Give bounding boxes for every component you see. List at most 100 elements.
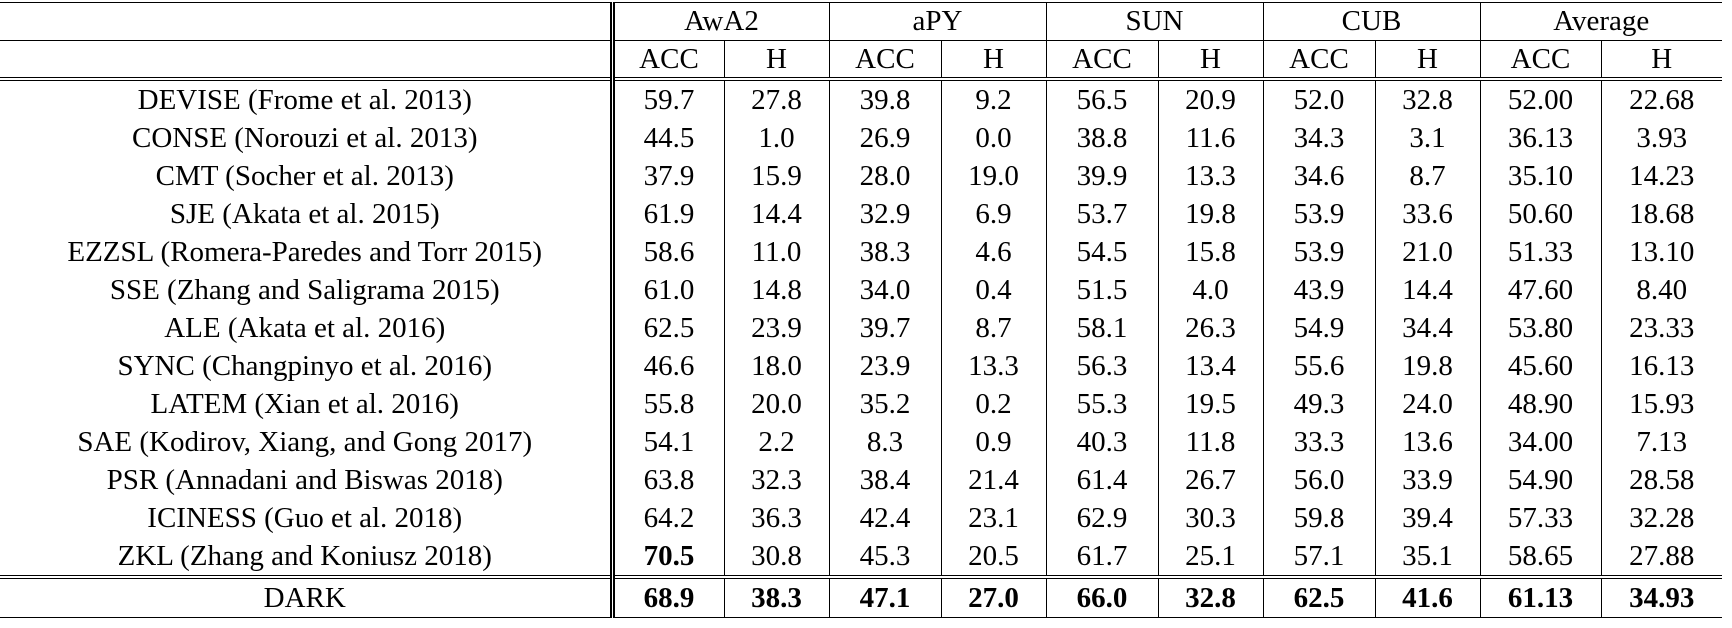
cell: 47.60 [1480, 271, 1602, 309]
data-row: SAE (Kodirov, Xiang, and Gong 2017) 54.1 2… [0, 423, 1722, 461]
cell: 19.8 [1158, 195, 1264, 233]
method-name: PSR (Annadani and Biswas 2018) [0, 461, 615, 499]
cell: 13.4 [1158, 347, 1264, 385]
subheader: ACC [1263, 40, 1376, 81]
bold-value: 68.9 [643, 581, 695, 614]
method-name: SJE (Akata et al. 2015) [0, 195, 615, 233]
cell: 59.7 [612, 79, 725, 119]
cell: 51.33 [1480, 233, 1602, 271]
cell: 61.4 [1046, 461, 1159, 499]
cell: 64.2 [612, 499, 725, 537]
cell: 53.80 [1480, 309, 1602, 347]
cell: 68.9 [612, 575, 725, 618]
data-row: SJE (Akata et al. 2015) 61.9 14.4 32.9 6.9 53… [0, 195, 1722, 233]
cell: 32.28 [1629, 501, 1695, 534]
cell: 47.1 [829, 575, 942, 618]
bold-value: 66.0 [1076, 581, 1128, 614]
cell: 14.4 [1375, 271, 1481, 309]
bold-value: 32.8 [1185, 581, 1236, 614]
cell: 20.0 [724, 385, 830, 423]
cell: 18.0 [724, 347, 830, 385]
method-name: SSE (Zhang and Saligrama 2015) [0, 271, 615, 309]
cell: 26.3 [1158, 309, 1264, 347]
subheader: ACC [829, 40, 942, 81]
cell: 55.6 [1263, 347, 1376, 385]
cell: 26.7 [1158, 461, 1264, 499]
method-name: ZKL (Zhang and Koniusz 2018) [0, 537, 615, 577]
cell: 58.65 [1480, 537, 1602, 577]
cell: 61.9 [612, 195, 725, 233]
bold-value: 38.3 [751, 581, 802, 614]
cell: 27.88 [1629, 539, 1695, 572]
data-row: ICINESS (Guo et al. 2018) 64.2 36.3 42.4 23.… [0, 499, 1722, 537]
subheader: H [724, 40, 830, 81]
bold-value: 62.5 [1293, 581, 1345, 614]
cell: 51.5 [1046, 271, 1159, 309]
data-row: SYNC (Changpinyo et al. 2016) 46.6 18.0 23.… [0, 347, 1722, 385]
cell: 14.8 [724, 271, 830, 309]
group-header: SUN [1046, 2, 1264, 41]
cell: 41.6 [1375, 575, 1481, 618]
method-name: SYNC (Changpinyo et al. 2016) [0, 347, 615, 385]
cell: 40.3 [1046, 423, 1159, 461]
cell: 0.9 [941, 423, 1047, 461]
data-row: EZZSL (Romera-Paredes and Torr 2015) 58.6… [0, 233, 1722, 271]
cell: 61.13 [1480, 575, 1602, 618]
cell: 13.10 [1629, 235, 1695, 268]
method-name: DARK [0, 575, 615, 618]
method-name: SAE (Kodirov, Xiang, and Gong 2017) [0, 423, 615, 461]
cell: 45.3 [829, 537, 942, 577]
cell: 1.0 [724, 119, 830, 157]
cell: 14.4 [724, 195, 830, 233]
cell: 33.3 [1263, 423, 1376, 461]
cell: 0.0 [941, 119, 1047, 157]
cell: 20.5 [941, 537, 1047, 577]
cell: 24.0 [1375, 385, 1481, 423]
subheader-row: ACC H ACC H ACC H ACC H ACC H [0, 40, 1722, 81]
cell: 34.93 [1601, 575, 1722, 618]
cell: 30.8 [724, 537, 830, 577]
cell: 19.8 [1375, 347, 1481, 385]
cell: 56.0 [1263, 461, 1376, 499]
cell: 20.9 [1158, 79, 1264, 119]
data-row: CONSE (Norouzi et al. 2013) 44.5 1.0 26.9 0.… [0, 119, 1722, 157]
cell: 13.3 [1158, 157, 1264, 195]
data-row: DARK 68.9 38.3 47.1 27.0 66.0 32.8 62.5 41.6 61.1… [0, 575, 1722, 618]
data-row: ZKL (Zhang and Koniusz 2018) 70.5 30.8 45.3… [0, 537, 1722, 577]
cell: 6.9 [941, 195, 1047, 233]
cell: 39.4 [1375, 499, 1481, 537]
cell: 28.58 [1629, 463, 1695, 496]
cell: 54.9 [1263, 309, 1376, 347]
method-name: ALE (Akata et al. 2016) [0, 309, 615, 347]
results-table: AwA2 aPY SUN CUB Average ACC H ACC H ACC H ACC H ACC H… [0, 2, 1722, 618]
subheader: H [941, 40, 1047, 81]
cell: 0.2 [941, 385, 1047, 423]
cell: 46.6 [612, 347, 725, 385]
cell: 22.68 [1629, 83, 1695, 116]
cell: 39.9 [1046, 157, 1159, 195]
cell: 27.0 [941, 575, 1047, 618]
cell: 57.1 [1263, 537, 1376, 577]
cell: 57.33 [1480, 499, 1602, 537]
cell: 34.4 [1375, 309, 1481, 347]
method-name: DEVISE (Frome et al. 2013) [0, 79, 615, 119]
cell: 15.9 [724, 157, 830, 195]
cell: 63.8 [612, 461, 725, 499]
bold-value: 70.5 [643, 539, 695, 572]
cell: 21.4 [941, 461, 1047, 499]
cell: 34.00 [1480, 423, 1602, 461]
cell: 23.9 [724, 309, 830, 347]
cell: 25.1 [1158, 537, 1264, 577]
cell: 32.8 [1158, 575, 1264, 618]
cell: 32.8 [1375, 79, 1481, 119]
group-header: aPY [829, 2, 1047, 41]
group-header: AwA2 [612, 2, 830, 41]
cell: 8.7 [1375, 157, 1481, 195]
method-name: ICINESS (Guo et al. 2018) [0, 499, 615, 537]
cell: 38.3 [724, 575, 830, 618]
cell: 23.1 [941, 499, 1047, 537]
cell: 35.10 [1480, 157, 1602, 195]
cell: 4.0 [1158, 271, 1264, 309]
cell: 13.3 [941, 347, 1047, 385]
cell: 54.1 [612, 423, 725, 461]
